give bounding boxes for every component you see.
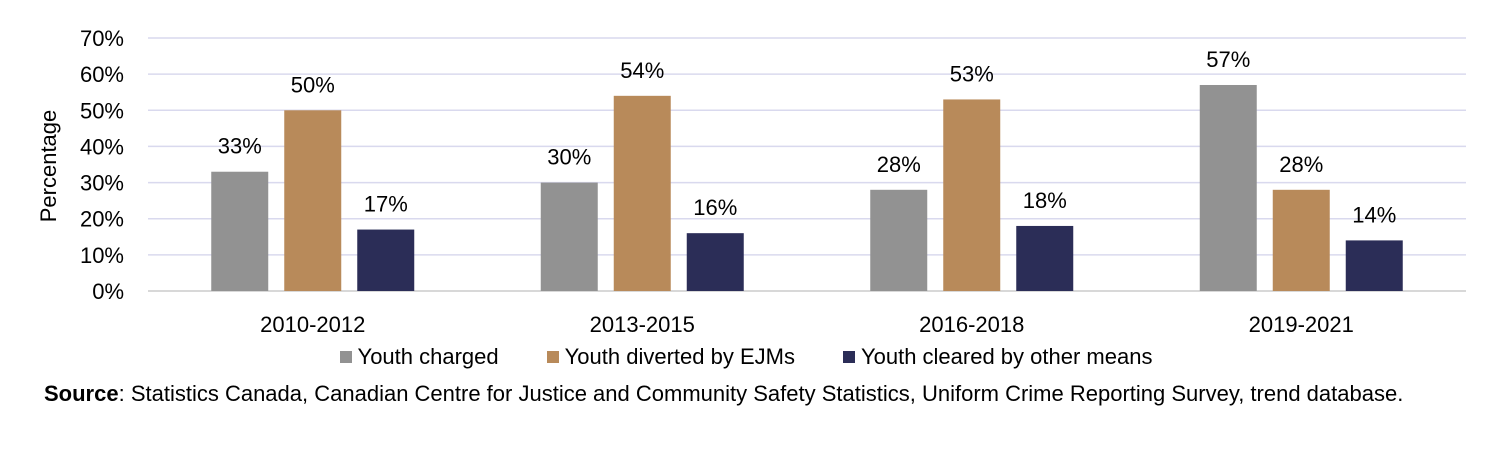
y-axis-label: Percentage xyxy=(36,110,61,223)
legend-label: Youth cleared by other means xyxy=(860,344,1153,369)
bar xyxy=(357,229,415,291)
y-tick-label: 70% xyxy=(80,26,124,51)
legend-item-youth-charged: Youth charged xyxy=(339,344,499,370)
bars xyxy=(211,84,1403,292)
y-tick-label: 0% xyxy=(92,279,124,304)
bar-chart: 0% 10% 20% 30% 40% 50% 60% 70% 33% 50% 17% 30% 54% 1… xyxy=(36,26,1466,337)
x-tick-label: 2013-2015 xyxy=(590,312,695,337)
y-axis-ticks: 0% 10% 20% 30% 40% 50% 60% 70% xyxy=(80,26,124,304)
data-labels: 33% 50% 17% 30% 54% 16% 28% 53% 18% 57% 28% 14% xyxy=(218,47,1397,227)
source-text: : Statistics Canada, Canadian Centre for… xyxy=(118,381,1404,406)
data-label: 57% xyxy=(1206,47,1250,72)
legend-swatch xyxy=(842,351,855,363)
bar xyxy=(1016,225,1074,291)
data-label: 16% xyxy=(693,195,737,220)
legend-label: Youth diverted by EJMs xyxy=(564,344,795,369)
source-note: Source: Statistics Canada, Canadian Cent… xyxy=(44,379,1444,408)
x-tick-label: 2019-2021 xyxy=(1249,312,1354,337)
data-label: 28% xyxy=(877,152,921,177)
source-label: Source xyxy=(44,381,119,406)
bar xyxy=(686,233,744,291)
legend-item-youth-cleared: Youth cleared by other means xyxy=(842,344,1153,370)
bar xyxy=(1345,240,1403,291)
y-tick-label: 10% xyxy=(80,243,124,268)
legend-item-youth-diverted: Youth diverted by EJMs xyxy=(546,344,795,370)
data-label: 28% xyxy=(1279,152,1323,177)
data-label: 50% xyxy=(291,72,335,97)
bar xyxy=(211,171,269,291)
y-tick-label: 50% xyxy=(80,98,124,123)
x-tick-label: 2016-2018 xyxy=(919,312,1024,337)
bar xyxy=(284,110,342,292)
x-tick-label: 2010-2012 xyxy=(260,312,365,337)
legend-swatch xyxy=(546,351,559,363)
data-label: 18% xyxy=(1023,188,1067,213)
data-label: 30% xyxy=(547,145,591,170)
bar xyxy=(613,95,671,291)
y-tick-label: 60% xyxy=(80,62,124,87)
bar xyxy=(943,99,1001,291)
legend: Youth charged Youth diverted by EJMs You… xyxy=(0,343,1492,371)
data-label: 33% xyxy=(218,134,262,159)
y-tick-label: 20% xyxy=(80,207,124,232)
data-label: 54% xyxy=(620,58,664,83)
x-axis-ticks: 2010-2012 2013-2015 2016-2018 2019-2021 xyxy=(260,312,1354,337)
data-label: 53% xyxy=(950,61,994,86)
bar xyxy=(870,189,928,291)
bar xyxy=(540,182,598,291)
gridlines xyxy=(148,37,1466,292)
legend-label: Youth charged xyxy=(357,344,499,369)
data-label: 17% xyxy=(364,192,408,217)
bar xyxy=(1272,189,1330,291)
legend-swatch xyxy=(339,351,352,363)
bar xyxy=(1199,84,1257,291)
data-label: 14% xyxy=(1352,202,1396,227)
y-tick-label: 40% xyxy=(80,134,124,159)
y-tick-label: 30% xyxy=(80,171,124,196)
